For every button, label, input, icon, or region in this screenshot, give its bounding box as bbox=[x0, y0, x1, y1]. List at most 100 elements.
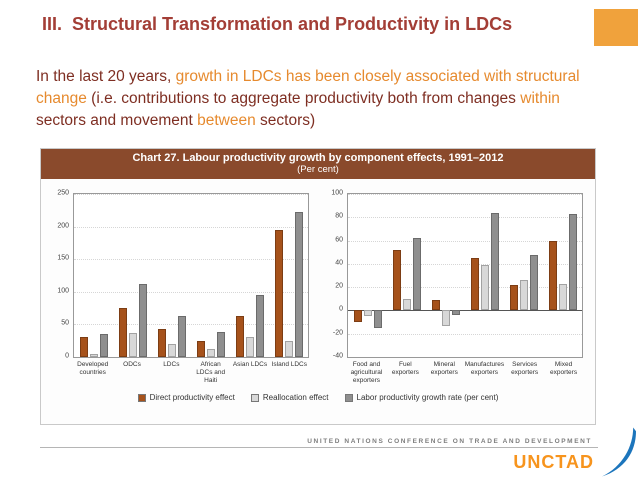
bar-group bbox=[387, 194, 426, 357]
right-bar-chart: -40 -20 0 20 40 60 80 100 Food and agricultural… bbox=[323, 190, 583, 387]
bar bbox=[89, 353, 98, 357]
right-chart-x-axis-labels: Food and agricultural exporters Fuel expo… bbox=[347, 361, 583, 387]
y-tick-label: 40 bbox=[335, 259, 343, 267]
bar bbox=[568, 213, 577, 311]
bar-group bbox=[348, 194, 387, 357]
gridline bbox=[348, 287, 582, 289]
x-category-label: Fuel exporters bbox=[391, 361, 419, 376]
bar bbox=[118, 308, 127, 357]
left-chart-plot-area bbox=[73, 193, 309, 358]
bar-group bbox=[191, 194, 230, 357]
y-tick-label: 0 bbox=[65, 352, 69, 360]
bar-group bbox=[426, 194, 465, 357]
bar bbox=[216, 332, 225, 357]
bar bbox=[431, 299, 440, 311]
left-bar-chart: 0 50 100 150 200 250 Developed countries ODCs L… bbox=[49, 189, 309, 387]
bar bbox=[490, 212, 499, 311]
right-chart-plot-area bbox=[347, 193, 583, 358]
figure-title: Chart 27. Labour productivity growth by … bbox=[132, 152, 504, 164]
x-category-label: African LDCs and Haiti bbox=[196, 361, 226, 384]
bar bbox=[548, 240, 557, 311]
bar-group bbox=[465, 194, 504, 357]
bar bbox=[99, 334, 108, 357]
bar-groups bbox=[74, 194, 308, 357]
bar bbox=[392, 249, 401, 311]
bar bbox=[470, 258, 479, 311]
right-chart-y-axis: -40 -20 0 20 40 60 80 100 bbox=[323, 190, 347, 360]
y-tick-label: 20 bbox=[335, 282, 343, 290]
title-accent-block bbox=[594, 9, 638, 46]
legend-swatch bbox=[344, 393, 353, 402]
bar bbox=[519, 280, 528, 311]
bar bbox=[294, 212, 303, 357]
bar bbox=[284, 340, 293, 357]
x-category-label: Mixed exporters bbox=[549, 361, 578, 376]
bar bbox=[128, 332, 137, 357]
bar bbox=[274, 229, 283, 357]
y-tick-label: 100 bbox=[57, 287, 69, 295]
body-paragraph: In the last 20 years, growth in LDCs has… bbox=[36, 66, 602, 132]
legend-item: Labor productivity growth rate (per cent… bbox=[344, 393, 499, 402]
charts-row: 0 50 100 150 200 250 Developed countries ODCs L… bbox=[41, 179, 595, 387]
left-chart-plot-column: Developed countries ODCs LDCs African LDCs … bbox=[73, 193, 309, 387]
bar bbox=[441, 310, 450, 326]
gridline bbox=[74, 194, 308, 195]
gridline bbox=[348, 194, 582, 195]
body-segment-highlight: between bbox=[197, 112, 256, 129]
bar bbox=[245, 337, 254, 357]
gridline bbox=[74, 291, 308, 293]
body-segment-highlight: within bbox=[520, 90, 560, 107]
legend-label: Direct productivity effect bbox=[149, 393, 235, 402]
footer-divider bbox=[40, 447, 598, 448]
unctad-logo-swoosh-icon bbox=[602, 427, 636, 477]
x-category-label: LDCs bbox=[163, 361, 180, 368]
bar bbox=[529, 254, 538, 311]
footer-organization-text: UNITED NATIONS CONFERENCE ON TRADE AND D… bbox=[307, 438, 592, 445]
zero-baseline bbox=[74, 357, 308, 358]
bar bbox=[558, 283, 567, 311]
y-tick-label: 250 bbox=[57, 189, 69, 197]
left-chart-y-axis: 0 50 100 150 200 250 bbox=[49, 189, 73, 360]
bar bbox=[353, 310, 362, 323]
x-category-label: Food and agricultural exporters bbox=[350, 361, 383, 384]
bar bbox=[206, 348, 215, 357]
y-tick-label: -40 bbox=[332, 352, 343, 360]
legend-label: Labor productivity growth rate (per cent… bbox=[356, 393, 499, 402]
gridline bbox=[74, 226, 308, 228]
gridline bbox=[74, 324, 308, 326]
y-tick-label: 150 bbox=[57, 254, 69, 262]
bar bbox=[235, 315, 244, 357]
y-tick-label: 0 bbox=[339, 305, 343, 313]
gridline bbox=[348, 263, 582, 265]
x-category-label: Mineral exporters bbox=[430, 361, 458, 376]
slide-title-number: III. bbox=[42, 14, 63, 34]
figure-subtitle: (Per cent) bbox=[297, 164, 339, 175]
x-category-label: Developed countries bbox=[77, 361, 109, 376]
gridline bbox=[348, 217, 582, 219]
zero-baseline bbox=[348, 310, 582, 312]
bar-group bbox=[230, 194, 269, 357]
y-tick-label: 60 bbox=[335, 236, 343, 244]
legend-swatch bbox=[250, 393, 259, 402]
body-segment: (i.e. contributions to aggregate product… bbox=[86, 90, 521, 107]
body-segment: sectors) bbox=[255, 112, 316, 129]
bar bbox=[509, 284, 518, 311]
bar-group bbox=[504, 194, 543, 357]
bar bbox=[157, 328, 166, 357]
right-chart-plot-column: Food and agricultural exporters Fuel expo… bbox=[347, 193, 583, 387]
gridline bbox=[74, 259, 308, 261]
bar-group bbox=[543, 194, 582, 357]
bar-group bbox=[74, 194, 113, 357]
bar bbox=[138, 283, 147, 357]
bar-groups bbox=[348, 194, 582, 357]
bar bbox=[255, 295, 264, 357]
y-tick-label: 80 bbox=[335, 212, 343, 220]
body-segment-highlight: growth in LDCs has been closely associat… bbox=[36, 68, 580, 107]
bar bbox=[402, 298, 411, 311]
figure-header: Chart 27. Labour productivity growth by … bbox=[41, 149, 595, 179]
x-category-label: Island LDCs bbox=[271, 361, 307, 368]
bar bbox=[363, 310, 372, 317]
bar bbox=[167, 343, 176, 357]
y-tick-label: -20 bbox=[332, 329, 343, 337]
bar bbox=[451, 310, 460, 316]
